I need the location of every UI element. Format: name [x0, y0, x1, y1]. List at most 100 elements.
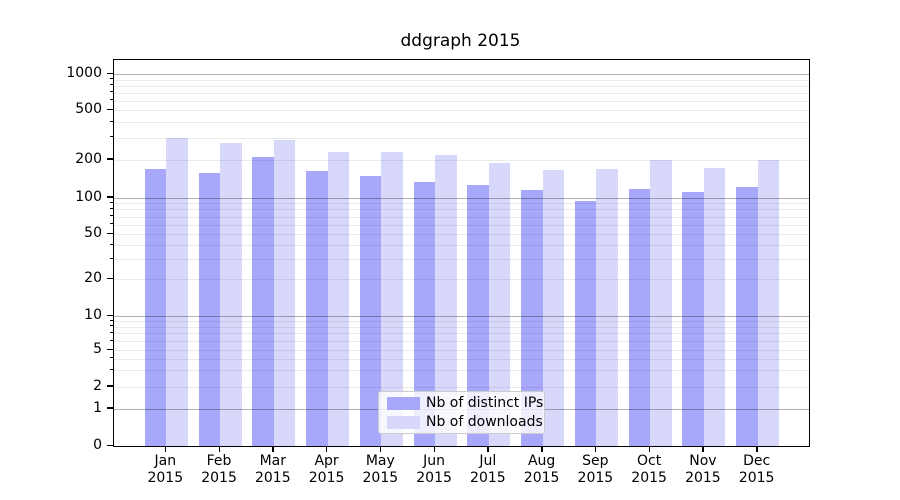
bar-distinct-ips-jun-2015: [413, 182, 436, 446]
gridline-minor: [114, 386, 809, 388]
y-tick-label: 20: [84, 270, 102, 287]
bar-downloads-jan-2015: [166, 137, 188, 446]
x-tick-label: Apr 2015: [308, 453, 345, 486]
gridline-minor: [114, 358, 809, 360]
legend-swatch-distinct-ips: [387, 396, 420, 410]
y-minor-tick-mark: [109, 158, 113, 160]
x-tick-label: Jul 2015: [470, 453, 506, 486]
y-tick-mark: [107, 444, 113, 446]
x-tick-mark: [272, 446, 274, 452]
chart-title: ddgraph 2015: [400, 31, 521, 51]
gridline-minor: [114, 279, 809, 281]
y-minor-tick-mark: [109, 243, 113, 245]
y-tick-label: 100: [75, 188, 102, 205]
y-minor-tick-mark: [109, 84, 113, 86]
gridline-minor: [114, 234, 809, 236]
y-tick-label: 5: [93, 341, 102, 357]
y-tick-mark: [107, 407, 113, 409]
gridline-minor: [114, 350, 809, 351]
y-minor-tick-mark: [109, 207, 113, 209]
bar-downloads-dec-2015: [757, 159, 780, 446]
gridline-minor: [114, 259, 809, 261]
gridline-minor: [114, 370, 809, 372]
y-minor-tick-mark: [109, 232, 113, 234]
gridline-minor: [114, 326, 809, 328]
bar-distinct-ips-mar-2015: [252, 157, 274, 446]
legend-item-downloads: Nb of downloads: [379, 414, 544, 430]
x-tick-mark: [756, 446, 758, 452]
y-tick-label: 500: [75, 101, 102, 118]
y-minor-tick-mark: [109, 201, 113, 203]
x-tick-label: May 2015: [362, 453, 399, 486]
y-minor-tick-mark: [109, 120, 113, 122]
bar-distinct-ips-apr-2015: [306, 171, 328, 446]
y-minor-tick-mark: [109, 78, 113, 80]
y-minor-tick-mark: [109, 257, 113, 259]
bar-distinct-ips-feb-2015: [198, 172, 221, 446]
x-tick-mark: [379, 446, 382, 452]
bar-downloads-jun-2015: [435, 155, 457, 446]
legend-label-downloads: Nb of downloads: [426, 414, 543, 430]
x-tick-label: Feb 2015: [201, 453, 237, 486]
bar-distinct-ips-oct-2015: [628, 189, 651, 446]
bar-downloads-feb-2015: [220, 143, 242, 446]
bar-distinct-ips-nov-2015: [682, 192, 704, 446]
gridline-minor: [114, 245, 809, 247]
y-tick-mark: [107, 72, 113, 75]
bar-distinct-ips-may-2015: [359, 176, 382, 446]
gridline-minor: [114, 209, 809, 211]
gridline-minor: [114, 122, 809, 124]
x-tick-mark: [648, 446, 651, 452]
legend: Nb of distinct IPs Nb of downloads: [378, 391, 545, 434]
bar-downloads-sep-2015: [596, 168, 618, 446]
gridline-minor: [114, 85, 809, 87]
bar-downloads-nov-2015: [703, 167, 726, 446]
bar-distinct-ips-jan-2015: [144, 168, 167, 446]
bar-downloads-may-2015: [381, 151, 403, 446]
gridline-minor: [114, 224, 809, 226]
gridline-minor: [114, 216, 809, 218]
bar-downloads-jul-2015: [488, 162, 511, 446]
bar-downloads-oct-2015: [650, 159, 672, 446]
y-minor-tick-mark: [109, 99, 113, 101]
x-tick-mark: [541, 446, 543, 452]
y-tick-label: 2: [93, 377, 102, 394]
y-tick-label: 0: [93, 437, 102, 453]
y-minor-tick-mark: [109, 339, 113, 341]
y-minor-tick-mark: [109, 357, 113, 359]
y-tick-label: 50: [84, 225, 102, 242]
x-tick-label: Nov 2015: [685, 453, 721, 486]
y-minor-tick-mark: [109, 223, 113, 225]
gridline-minor: [114, 137, 809, 139]
x-tick-label: Aug 2015: [523, 453, 560, 486]
y-minor-tick-mark: [109, 385, 113, 387]
bar-downloads-apr-2015: [327, 152, 350, 446]
gridline-minor: [114, 203, 809, 205]
x-tick-label: Dec 2015: [738, 453, 775, 486]
bar-downloads-mar-2015: [273, 140, 296, 446]
x-tick-label: Oct 2015: [631, 453, 667, 486]
gridline-minor: [114, 110, 809, 112]
y-tick-label: 10: [84, 307, 102, 323]
x-tick-label: Jan 2015: [147, 453, 184, 486]
x-tick-mark: [218, 446, 220, 452]
legend-swatch-downloads: [387, 415, 420, 429]
y-minor-tick-mark: [109, 91, 113, 93]
x-tick-mark: [433, 446, 435, 452]
gridline-minor: [114, 341, 809, 343]
bar-distinct-ips-jul-2015: [467, 185, 489, 446]
gridline-major: [114, 316, 809, 317]
gridline-major: [114, 197, 809, 199]
gridline-minor: [114, 321, 809, 323]
y-minor-tick-mark: [109, 319, 113, 321]
x-tick-mark: [326, 446, 328, 452]
y-tick-mark: [107, 314, 113, 316]
y-minor-tick-mark: [109, 136, 113, 138]
x-tick-mark: [164, 446, 167, 452]
y-tick-mark: [107, 196, 113, 198]
x-tick-label: Mar 2015: [254, 453, 291, 486]
gridline-minor: [114, 159, 809, 161]
y-minor-tick-mark: [109, 215, 113, 217]
y-minor-tick-mark: [109, 277, 113, 279]
